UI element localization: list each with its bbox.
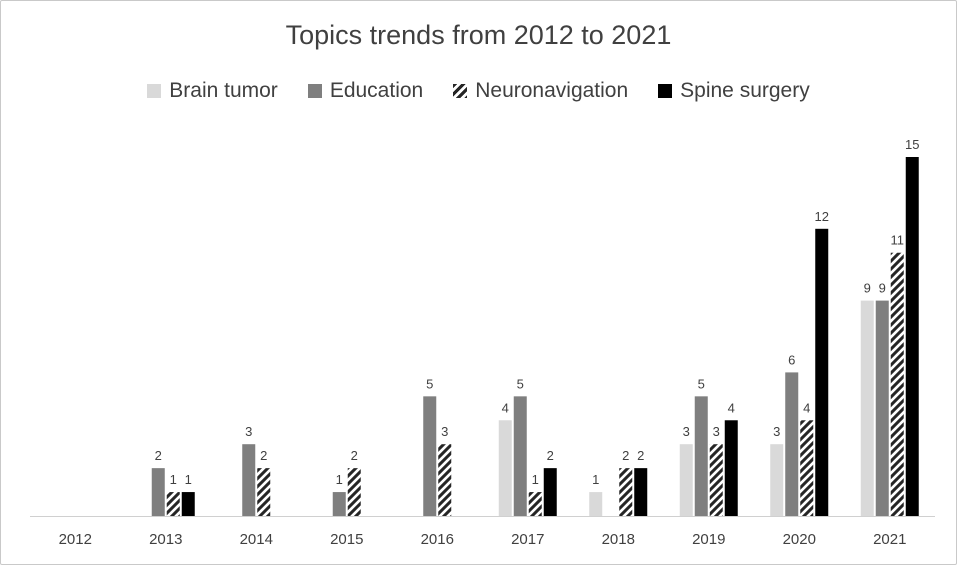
x-tick-label-2019: 2019 [692,531,725,548]
legend-item-brain-tumor: Brain tumor [147,79,278,103]
legend-swatch-brain-tumor [147,84,162,98]
x-tick-label-2015: 2015 [330,531,363,548]
legend-item-neuronavigation: Neuronavigation [453,79,628,103]
legend-label-neuronavigation: Neuronavigation [475,79,629,102]
data-label-brain-tumor-2021: 9 [864,281,871,296]
data-label-neuronavigation-2020: 4 [803,400,810,415]
data-label-brain-tumor-2019: 3 [683,424,690,439]
legend-swatch-spine-surgery [658,84,673,98]
bar-spine-surgery-2021 [905,157,919,516]
data-label-neuronavigation-2016: 3 [441,424,448,439]
chart-title: Topics trends from 2012 to 2021 [285,20,672,50]
legend-swatch-education [307,84,322,98]
data-label-education-2021: 9 [879,281,886,296]
x-tick-label-2013: 2013 [149,531,182,548]
data-label-brain-tumor-2018: 1 [592,472,599,487]
bars-layer [151,157,919,517]
x-axis: 2012 2013 2014 2015 2016 2017 2018 2019 2020 2021 [30,516,935,548]
bar-education-2014 [242,444,256,516]
x-tick-label-2017: 2017 [511,531,544,548]
bar-brain-tumor-2018 [589,492,603,516]
bar-brain-tumor-2021 [860,300,874,516]
bar-neuronavigation-2013 [166,492,180,516]
data-label-spine-surgery-2021: 15 [905,137,919,152]
x-tick-label-2021: 2021 [873,531,906,548]
bar-education-2017 [513,396,527,516]
data-label-brain-tumor-2020: 3 [773,424,780,439]
data-label-neuronavigation-2014: 2 [260,448,267,463]
bar-spine-surgery-2019 [724,420,738,516]
bar-education-2019 [694,396,708,516]
data-label-spine-surgery-2013: 1 [185,472,192,487]
data-label-neuronavigation-2019: 3 [713,424,720,439]
bar-education-2015 [332,492,346,516]
data-label-education-2017: 5 [517,376,524,391]
legend-label-spine-surgery: Spine surgery [680,79,810,102]
bar-education-2021 [875,300,889,516]
bar-neuronavigation-2018 [619,468,633,516]
bar-spine-surgery-2013 [181,492,195,516]
data-label-education-2013: 2 [155,448,162,463]
bar-neuronavigation-2016 [438,444,452,516]
data-label-brain-tumor-2017: 4 [502,400,509,415]
bar-neuronavigation-2014 [257,468,271,516]
bar-education-2013 [151,468,165,516]
data-label-spine-surgery-2019: 4 [728,400,735,415]
bar-brain-tumor-2019 [679,444,693,516]
data-label-education-2016: 5 [426,376,433,391]
bar-neuronavigation-2019 [709,444,723,516]
bar-spine-surgery-2020 [815,228,829,517]
legend-swatch-neuronavigation [453,84,468,98]
x-tick-label-2014: 2014 [240,531,273,548]
legend-label-education: Education [329,79,424,102]
bar-education-2016 [423,396,437,516]
bar-spine-surgery-2018 [634,468,648,516]
x-tick-label-2016: 2016 [421,531,454,548]
data-label-neuronavigation-2018: 2 [622,448,629,463]
data-label-neuronavigation-2021: 11 [891,233,905,248]
data-label-education-2019: 5 [698,376,705,391]
legend-item-spine-surgery: Spine surgery [658,79,810,103]
data-label-education-2020: 6 [788,352,795,367]
legend-label-brain-tumor: Brain tumor [169,79,278,102]
data-label-education-2015: 1 [336,472,343,487]
x-tick-label-2012: 2012 [59,531,92,548]
bar-education-2020 [785,372,799,516]
bar-brain-tumor-2020 [770,444,784,516]
bar-brain-tumor-2017 [498,420,512,516]
bar-neuronavigation-2020 [800,420,814,516]
data-label-spine-surgery-2017: 2 [547,448,554,463]
bar-spine-surgery-2017 [543,468,557,516]
x-tick-label-2018: 2018 [602,531,635,548]
x-tick-label-2020: 2020 [783,531,816,548]
data-label-neuronavigation-2017: 1 [532,472,539,487]
data-label-neuronavigation-2015: 2 [351,448,358,463]
data-label-spine-surgery-2018: 2 [637,448,644,463]
chart-legend: Brain tumor Education Neuronavigation Spine… [0,76,957,106]
bar-neuronavigation-2021 [890,252,904,516]
bar-neuronavigation-2017 [528,492,542,516]
data-label-neuronavigation-2013: 1 [170,472,177,487]
data-label-spine-surgery-2020: 12 [815,209,829,224]
legend-item-education: Education [307,79,424,103]
bar-neuronavigation-2015 [347,468,361,516]
data-label-education-2014: 3 [245,424,252,439]
